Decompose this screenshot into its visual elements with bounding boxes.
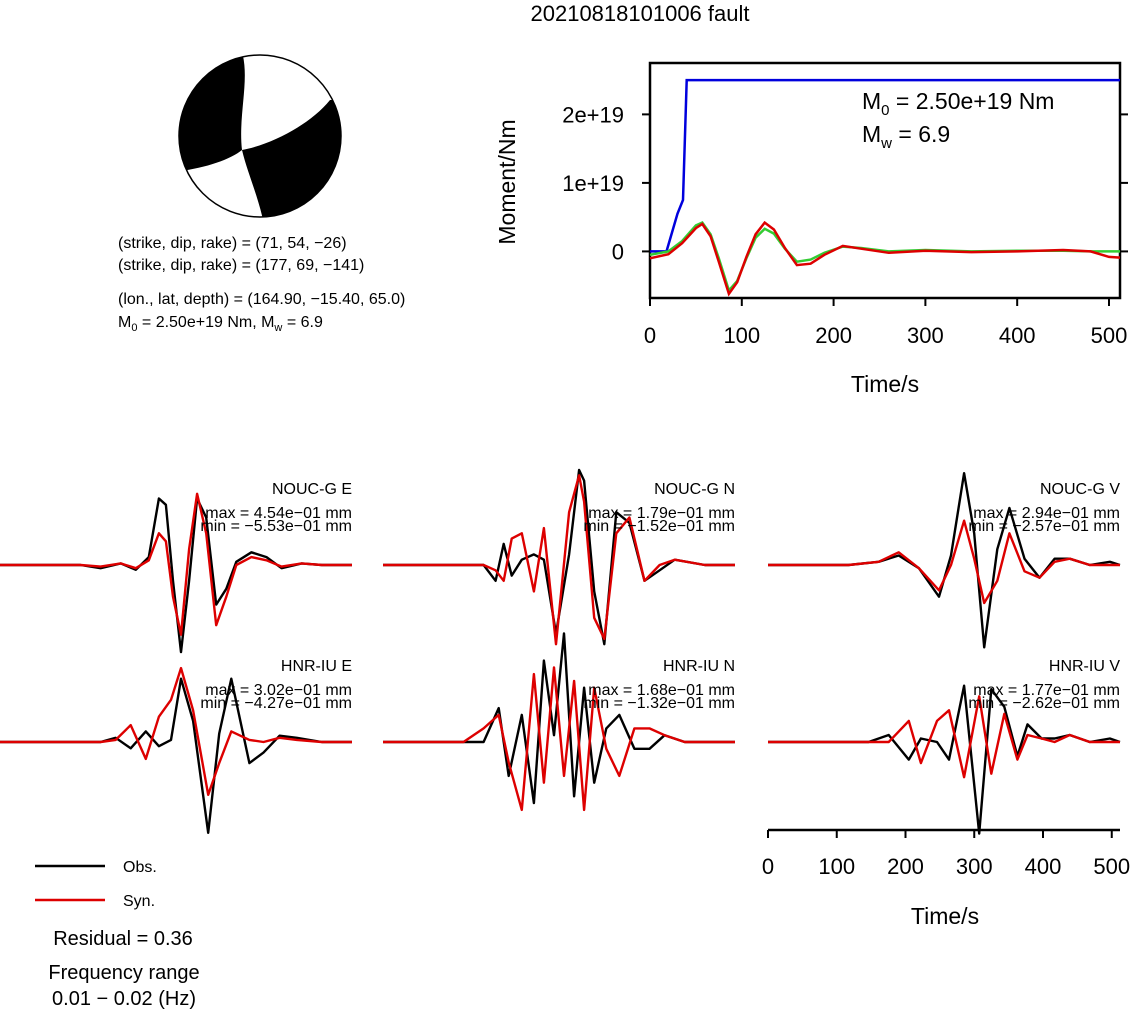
legend: Obs. Syn. (35, 859, 157, 910)
min-amplitude-label: min = −1.52e−01 mm (583, 518, 735, 535)
moment-chart: 0 1e+19 2e+19 0 100 200 300 400 500 Moment/Nm T… (494, 61, 1128, 397)
observed-trace (383, 468, 735, 646)
synthetic-trace (768, 519, 1120, 605)
moment-series-line-2 (649, 221, 1120, 294)
moment-ylabel: Moment/Nm (494, 119, 520, 244)
moment-xtick-label: 500 (1091, 323, 1128, 348)
max-amplitude-label: max = 1.79e−01 mm (588, 505, 735, 522)
frequency-range-value: 0.01 − 0.02 (Hz) (52, 988, 196, 1009)
waveform-xtick-label: 500 (1093, 854, 1130, 879)
synthetic-trace (768, 695, 1120, 779)
beachball (178, 54, 342, 218)
min-amplitude-label: min = −2.57e−01 mm (968, 518, 1120, 535)
min-amplitude-label: min = −2.62e−01 mm (968, 695, 1120, 712)
synthetic-trace (0, 492, 352, 636)
synthetic-trace (383, 666, 735, 812)
moment-xtick-label: 0 (644, 323, 656, 348)
max-amplitude-label: max = 4.54e−01 mm (205, 505, 352, 522)
nodal-plane-1: (strike, dip, rake) = (71, 54, −26) (118, 235, 347, 252)
waveform-xlabel: Time/s (911, 903, 979, 929)
min-amplitude-label: min = −1.32e−01 mm (583, 695, 735, 712)
moment-chart-frame (648, 61, 1122, 300)
moment-series-line-3 (649, 220, 1121, 297)
max-amplitude-label: max = 2.94e−01 mm (973, 505, 1120, 522)
max-amplitude-label: max = 3.02e−01 mm (205, 682, 352, 699)
location-line: (lon., lat, depth) = (164.90, −15.40, 65… (118, 291, 405, 308)
min-amplitude-label: min = −4.27e−01 mm (200, 695, 352, 712)
station-label: HNR-IU E (281, 658, 352, 675)
figure-title: 20210818101006 fault (531, 1, 750, 26)
station-label: HNR-IU N (663, 658, 735, 675)
legend-obs-label: Obs. (123, 859, 157, 876)
moment-ytick-label: 0 (612, 239, 624, 264)
station-label: HNR-IU V (1049, 658, 1120, 675)
moment-xtick-label: 200 (815, 323, 852, 348)
waveform-xtick-label: 300 (956, 854, 993, 879)
synthetic-trace (383, 474, 735, 646)
waveform-xtick-label: 400 (1025, 854, 1062, 879)
station-label: NOUC-G N (654, 481, 735, 498)
annotation-mw: Mw = 6.9 (862, 121, 950, 152)
station-label: NOUC-G V (1040, 481, 1120, 498)
annotation-m0: M0 = 2.50e+19 Nm (862, 88, 1054, 119)
synthetic-trace (0, 666, 352, 796)
min-amplitude-label: min = −5.53e−01 mm (200, 518, 352, 535)
observed-trace (0, 677, 352, 834)
moment-summary: M0 = 2.50e+19 Nm, Mw = 6.9 (118, 314, 323, 334)
moment-xtick-label: 100 (723, 323, 760, 348)
residual-text: Residual = 0.36 (53, 928, 193, 950)
waveform-time-axis: 0 100 200 300 400 500 Time/s (762, 828, 1130, 929)
waveform-xtick-label: 200 (887, 854, 924, 879)
waveform-xtick-label: 0 (762, 854, 774, 879)
max-amplitude-label: max = 1.77e−01 mm (973, 682, 1120, 699)
max-amplitude-label: max = 1.68e−01 mm (588, 682, 735, 699)
moment-xtick-label: 400 (999, 323, 1036, 348)
frequency-range-label: Frequency range (48, 962, 199, 984)
waveform-xtick-label: 100 (818, 854, 855, 879)
legend-syn-label: Syn. (123, 893, 155, 910)
station-label: NOUC-G E (272, 481, 352, 498)
moment-ytick-label: 1e+19 (562, 171, 624, 196)
moment-xtick-label: 300 (907, 323, 944, 348)
nodal-plane-2: (strike, dip, rake) = (177, 69, −141) (118, 257, 364, 274)
moment-ytick-label: 2e+19 (562, 102, 624, 127)
moment-xlabel: Time/s (851, 371, 919, 397)
